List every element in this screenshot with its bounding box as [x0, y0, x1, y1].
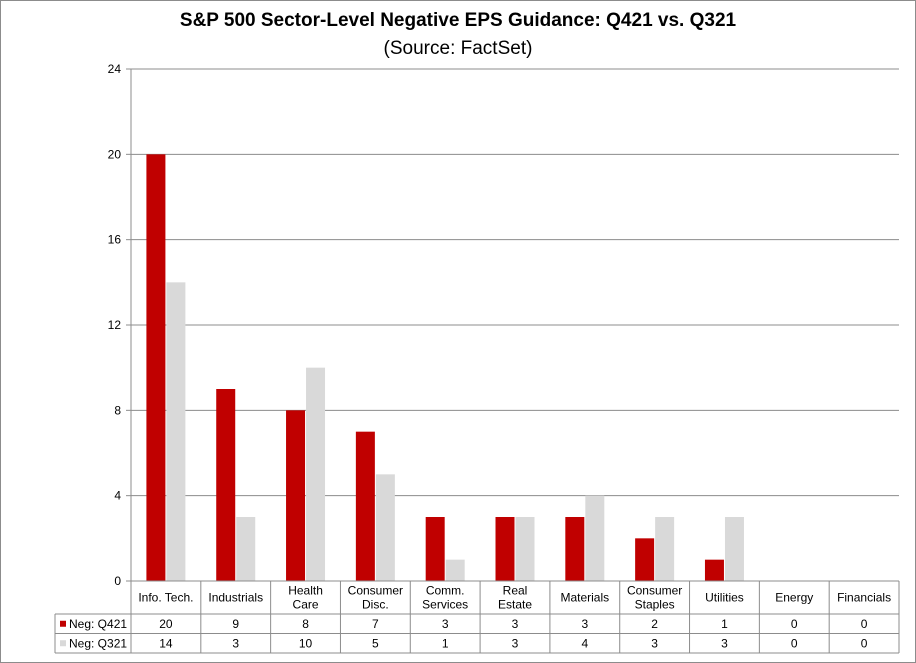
x-tick-label: Info. Tech.: [138, 591, 193, 605]
y-tick-label: 12: [108, 318, 122, 332]
bar: [585, 495, 605, 581]
data-label: 3: [721, 636, 728, 650]
bar: [166, 282, 186, 581]
y-tick-label: 0: [114, 574, 121, 588]
bar: [306, 367, 326, 581]
y-tick-label: 4: [114, 489, 121, 503]
data-label: 2: [651, 617, 658, 631]
x-tick-label: Staples: [635, 598, 675, 612]
x-tick-label: Care: [293, 598, 319, 612]
x-tick-label: Financials: [837, 591, 891, 605]
bar: [236, 517, 256, 581]
legend-label: Neg: Q321: [69, 636, 127, 650]
data-label: 0: [861, 617, 868, 631]
bar: [704, 559, 724, 581]
x-tick-label: Materials: [560, 591, 609, 605]
x-tick-label: Health: [288, 584, 323, 598]
x-tick-label: Consumer: [348, 584, 403, 598]
data-label: 14: [159, 636, 173, 650]
legend-label: Neg: Q421: [69, 617, 127, 631]
data-label: 9: [232, 617, 239, 631]
data-label: 3: [512, 636, 519, 650]
x-tick-label: Disc.: [362, 598, 389, 612]
bar: [495, 517, 515, 581]
data-label: 8: [302, 617, 309, 631]
data-label: 3: [442, 617, 449, 631]
x-tick-label: Utilities: [705, 591, 744, 605]
x-tick-label: Consumer: [627, 584, 682, 598]
bar: [635, 538, 655, 581]
data-label: 4: [581, 636, 588, 650]
data-label: 7: [372, 617, 379, 631]
bar: [146, 154, 166, 582]
bar: [724, 517, 744, 581]
x-tick-label: Comm.: [426, 584, 465, 598]
x-tick-label: Real: [503, 584, 528, 598]
data-label: 10: [299, 636, 313, 650]
y-tick-label: 20: [108, 147, 122, 161]
x-tick-label: Energy: [775, 591, 813, 605]
bar: [445, 559, 465, 581]
bar: [355, 431, 375, 581]
x-tick-label: Industrials: [208, 591, 263, 605]
data-label: 5: [372, 636, 379, 650]
legend-swatch: [60, 640, 66, 647]
chart-subtitle: (Source: FactSet): [383, 38, 533, 59]
legend-swatch: [60, 620, 66, 627]
bar: [375, 474, 395, 581]
bar: [286, 410, 306, 581]
data-label: 3: [232, 636, 239, 650]
data-label: 20: [159, 617, 173, 631]
data-label: 1: [721, 617, 728, 631]
data-label: 1: [442, 636, 449, 650]
y-tick-label: 24: [108, 62, 122, 76]
chart-title: S&P 500 Sector-Level Negative EPS Guidan…: [179, 10, 737, 31]
bar: [515, 517, 535, 581]
bar: [425, 517, 445, 581]
data-label: 0: [791, 636, 798, 650]
bar: [216, 389, 236, 581]
data-label: 0: [791, 617, 798, 631]
x-tick-label: Services: [422, 598, 468, 612]
bar: [565, 517, 585, 581]
y-tick-label: 8: [114, 403, 121, 417]
data-label: 3: [651, 636, 658, 650]
y-tick-label: 16: [108, 233, 122, 247]
data-label: 3: [581, 617, 588, 631]
data-label: 3: [512, 617, 519, 631]
data-label: 0: [861, 636, 868, 650]
x-tick-label: Estate: [498, 598, 532, 612]
bar: [655, 517, 675, 581]
